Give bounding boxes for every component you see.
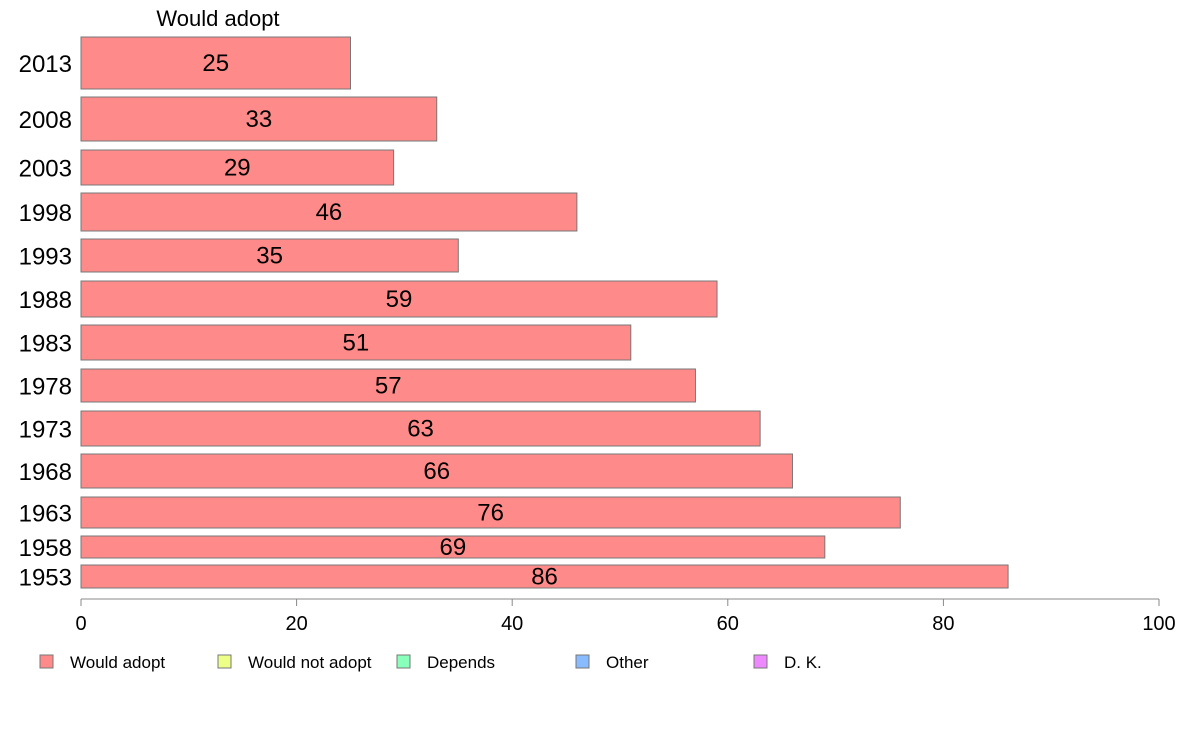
- chart-title: Would adopt: [156, 6, 279, 31]
- category-label-1998: 1998: [19, 200, 72, 227]
- category-label-1968: 1968: [19, 459, 72, 486]
- bar-value-1983: 51: [343, 330, 370, 357]
- x-axis: 0 20 40 60 80 100: [75, 598, 1176, 635]
- category-label-1958: 1958: [19, 535, 72, 562]
- category-label-1953: 1953: [19, 565, 72, 592]
- bar-value-2003: 29: [224, 155, 251, 182]
- category-label-1988: 1988: [19, 287, 72, 314]
- bar-1963: [80, 496, 901, 529]
- bar-value-1993: 35: [256, 243, 283, 270]
- bar-1973: [80, 410, 761, 447]
- category-label-1983: 1983: [19, 331, 72, 358]
- bar-1983: [80, 324, 632, 361]
- bar-1993: [80, 238, 459, 273]
- bar-value-1963: 76: [477, 500, 504, 527]
- legend-label-would-adopt: Would adopt: [70, 653, 165, 672]
- bar-value-1958: 69: [440, 534, 467, 561]
- legend-label-depends: Depends: [427, 653, 495, 672]
- legend-label-d-k: D. K.: [784, 653, 822, 672]
- bar-1978: [80, 368, 696, 403]
- bar-2008: [80, 96, 438, 142]
- bar-value-2013: 25: [202, 50, 229, 77]
- bar-2003: [80, 149, 395, 186]
- bar-value-1953: 86: [531, 564, 558, 591]
- category-label-2013: 2013: [19, 51, 72, 78]
- category-label-1973: 1973: [19, 417, 72, 444]
- bar-value-1978: 57: [375, 373, 402, 400]
- category-label-2008: 2008: [19, 107, 72, 134]
- x-tick-label-20: 20: [285, 613, 307, 635]
- category-label-1978: 1978: [19, 374, 72, 401]
- bars-group: 25 2013 33 2008 29 2003 46 1998 35 1993 59 1988 51 19…: [19, 36, 1009, 592]
- bar-value-1968: 66: [423, 458, 450, 485]
- bar-1988: [80, 280, 718, 318]
- bar-value-1973: 63: [407, 416, 434, 443]
- x-tick-label-80: 80: [932, 613, 954, 635]
- x-tick-label-0: 0: [75, 613, 86, 635]
- bar-1998: [80, 192, 578, 232]
- x-tick-label-100: 100: [1142, 613, 1175, 635]
- legend: Would adopt Would not adopt Depends Other D.…: [39, 653, 822, 672]
- legend-label-would-not-adopt: Would not adopt: [248, 653, 372, 672]
- bar-1953: [80, 564, 1009, 589]
- category-label-1963: 1963: [19, 501, 72, 528]
- legend-label-other: Other: [606, 653, 649, 672]
- bar-value-1988: 59: [386, 286, 413, 313]
- category-label-2003: 2003: [19, 156, 72, 183]
- category-label-1993: 1993: [19, 244, 72, 271]
- legend-swatch-d-k: [753, 654, 768, 669]
- legend-swatch-depends: [396, 654, 411, 669]
- bar-2013: [80, 36, 351, 90]
- bar-1968: [80, 453, 793, 489]
- bar-value-2008: 33: [246, 106, 273, 133]
- x-tick-label-40: 40: [501, 613, 523, 635]
- legend-swatch-would-adopt: [39, 654, 54, 669]
- bar-value-1998: 46: [316, 199, 343, 226]
- legend-swatch-would-not-adopt: [217, 654, 232, 669]
- legend-swatch-other: [575, 654, 590, 669]
- x-tick-label-60: 60: [717, 613, 739, 635]
- bar-1958: [80, 535, 826, 559]
